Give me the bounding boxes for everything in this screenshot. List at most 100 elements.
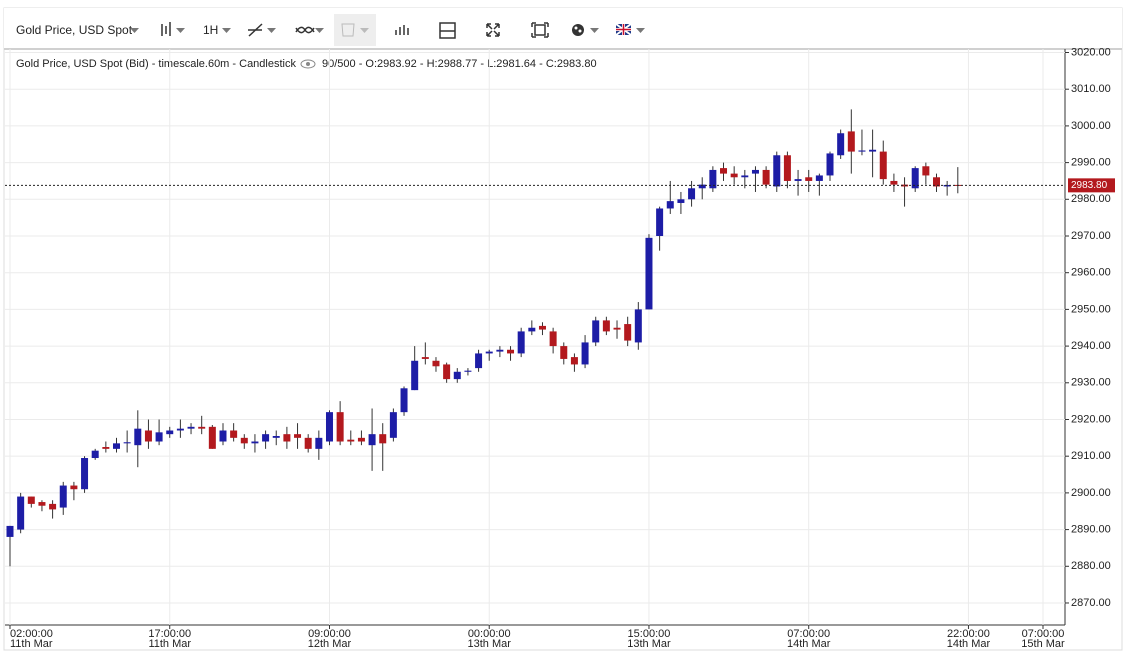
last-price-box (1068, 178, 1115, 193)
caret (222, 28, 231, 33)
candle-body (262, 434, 270, 442)
toolbar: Gold Price, USD Spot 1H (4, 8, 1122, 50)
candle-body (187, 426, 195, 429)
y-tick-label: 2970.00 (1071, 230, 1111, 242)
candle-body (70, 485, 78, 490)
candle-body (379, 434, 387, 444)
candle-body (837, 133, 845, 156)
candle-body (453, 371, 461, 380)
fit-button[interactable] (531, 22, 549, 38)
candle-body (581, 342, 589, 365)
chart-title: Gold Price, USD Spot (Bid) - timescale.6… (16, 58, 296, 70)
candle-body (251, 441, 259, 444)
y-tick-label: 2940.00 (1071, 340, 1111, 352)
candle-body (730, 173, 738, 178)
candle-body (17, 496, 25, 530)
candle-body (783, 155, 791, 181)
candle-body (208, 426, 216, 449)
candle-body (773, 155, 781, 187)
candle-body (357, 437, 365, 442)
candle-body (49, 503, 57, 510)
candle-body (688, 188, 696, 200)
candle-body (112, 443, 120, 449)
x-tick-label: 17:00:00 (148, 628, 191, 640)
y-tick-label: 2900.00 (1071, 487, 1111, 499)
candle-body (528, 327, 536, 332)
indicator-button[interactable] (295, 26, 324, 34)
candle-body (794, 179, 802, 181)
x-tick-label: 09:00:00 (308, 628, 351, 640)
draw-tool-button[interactable] (248, 23, 276, 37)
fullscreen-button[interactable] (486, 23, 500, 37)
instrument-selector[interactable]: Gold Price, USD Spot (16, 23, 133, 37)
candle-body (805, 177, 813, 181)
volume-button[interactable] (395, 25, 409, 35)
frame (3, 7, 1123, 651)
candle-body (901, 184, 909, 187)
candle-body (507, 349, 515, 354)
candle-body (549, 331, 557, 347)
x-tick-label: 22:00:00 (947, 628, 990, 640)
candle-body (315, 437, 323, 449)
candle-body (294, 434, 302, 438)
candle-body (911, 168, 919, 189)
candle-body (677, 199, 685, 203)
candle-body (592, 320, 600, 343)
candle-body (134, 428, 142, 446)
candle-body (304, 437, 312, 449)
candle-body (389, 412, 397, 438)
candle-body (826, 153, 834, 176)
grid (5, 49, 1065, 625)
candle-body (240, 437, 248, 444)
x-tick-label: 02:00:00 (10, 628, 53, 640)
candle-body (560, 346, 568, 359)
language-button[interactable] (615, 23, 645, 36)
candle-body (59, 485, 67, 508)
candle-body (432, 360, 440, 367)
candle-body (283, 434, 291, 442)
ohlc-readout: 90/500 - O:2983.92 - H:2988.77 - L:2981.… (322, 58, 597, 70)
candle-body (656, 208, 664, 236)
toolbar-bg (4, 8, 1122, 49)
y-tick-label: 2890.00 (1071, 523, 1111, 535)
candle-body (27, 496, 35, 504)
candle-body (81, 458, 89, 490)
candle-body (645, 237, 653, 310)
interval-selector[interactable]: 1H (203, 23, 218, 37)
candle-body (815, 175, 823, 181)
candle-body (698, 184, 706, 189)
candle-body (176, 428, 184, 431)
candle-body (144, 430, 152, 442)
x-tick-date: 13th Mar (468, 638, 512, 650)
candle-body (517, 331, 525, 354)
layout-button[interactable] (439, 22, 456, 39)
candle-body (38, 502, 46, 506)
candle-body (879, 151, 887, 180)
theme-button[interactable] (572, 24, 599, 36)
candle-body (166, 430, 174, 435)
x-tick-date: 14th Mar (787, 638, 831, 650)
candle-body (602, 320, 610, 332)
delete-button[interactable] (334, 14, 376, 46)
y-tick-label: 3010.00 (1071, 83, 1111, 95)
candle-body (720, 168, 728, 174)
y-tick-label: 2930.00 (1071, 377, 1111, 389)
candle-body (869, 149, 877, 152)
candle-body (325, 412, 333, 442)
y-tick-label: 3000.00 (1071, 120, 1111, 132)
y-tick-label: 2880.00 (1071, 560, 1111, 572)
candle-body (762, 169, 770, 185)
candle-body (91, 450, 99, 459)
x-tick-label: 15:00:00 (628, 628, 671, 640)
y-tick-label: 2870.00 (1071, 597, 1111, 609)
y-tick-label: 2980.00 (1071, 193, 1111, 205)
candle-body (155, 432, 163, 442)
candle-body (666, 201, 674, 209)
y-tick-label: 3020.00 (1071, 46, 1111, 58)
chart-type-button[interactable] (161, 22, 185, 36)
candle-body (421, 357, 429, 359)
y-tick-label: 2920.00 (1071, 413, 1111, 425)
x-tick-date: 15th Mar (1021, 638, 1065, 650)
candle-body (464, 370, 472, 372)
